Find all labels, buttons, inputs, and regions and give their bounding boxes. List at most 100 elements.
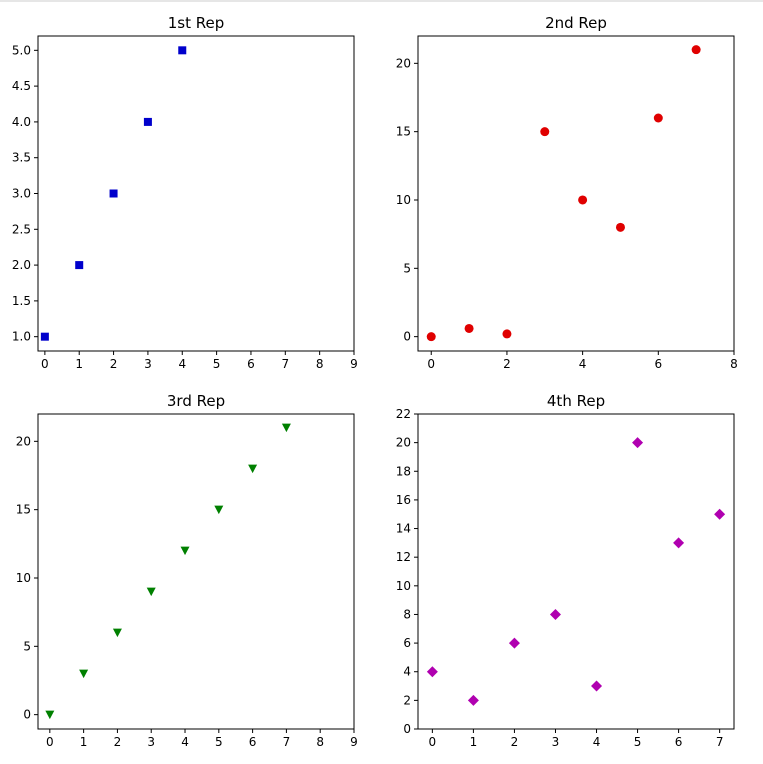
x-tick-label: 3 xyxy=(552,735,560,749)
x-tick-label: 2 xyxy=(511,735,519,749)
x-tick-label: 9 xyxy=(350,735,358,749)
data-point xyxy=(714,508,726,520)
data-point xyxy=(464,323,474,333)
x-tick-label: 8 xyxy=(730,357,738,371)
data-point xyxy=(112,628,122,638)
x-tick-label: 5 xyxy=(634,735,642,749)
data-point xyxy=(281,423,291,433)
y-tick-label: 10 xyxy=(396,579,411,593)
x-tick-label: 7 xyxy=(716,735,724,749)
x-tick-label: 0 xyxy=(46,735,54,749)
x-tick-label: 1 xyxy=(470,735,478,749)
data-point xyxy=(578,195,588,205)
x-tick-label: 0 xyxy=(429,735,437,749)
y-tick-label: 5.0 xyxy=(12,43,31,57)
window-top-bar xyxy=(0,0,763,2)
x-tick-label: 0 xyxy=(427,357,435,371)
x-tick-label: 4 xyxy=(593,735,601,749)
data-point xyxy=(540,127,550,137)
data-point xyxy=(591,680,603,692)
x-tick-label: 2 xyxy=(110,357,118,371)
data-point xyxy=(549,608,561,620)
subplot-1st-rep: 1st Rep 0 1 2 3 4 5 6 7 8 9 1.0 1.5 2.0 2.5 3.0 3.5 4.0 4… xyxy=(12,14,358,371)
x-tick-label: 8 xyxy=(316,735,324,749)
y-tick-label: 0 xyxy=(23,708,31,722)
x-tick-label: 1 xyxy=(75,357,83,371)
data-point xyxy=(178,46,187,55)
data-point xyxy=(143,117,152,126)
x-tick-label: 2 xyxy=(503,357,511,371)
data-point xyxy=(691,45,701,55)
data-point xyxy=(502,329,512,339)
y-tick-label: 3.0 xyxy=(12,187,31,201)
y-tick-label: 18 xyxy=(396,464,411,478)
x-tick-label: 7 xyxy=(283,735,291,749)
y-tick-label: 6 xyxy=(403,636,411,650)
data-point xyxy=(615,222,625,232)
x-tick-label: 0 xyxy=(41,357,49,371)
x-tick-label: 1 xyxy=(80,735,88,749)
data-point xyxy=(40,332,49,341)
x-tick-label: 3 xyxy=(144,357,152,371)
y-tick-label: 5 xyxy=(23,639,31,653)
subplot-title: 2nd Rep xyxy=(545,14,607,32)
data-point xyxy=(146,587,156,597)
y-tick-label: 20 xyxy=(396,56,411,70)
data-point xyxy=(508,637,520,649)
y-tick-label: 4.0 xyxy=(12,115,31,129)
x-tick-label: 3 xyxy=(147,735,155,749)
data-point xyxy=(673,537,685,549)
data-point xyxy=(45,710,55,720)
x-tick-label: 5 xyxy=(213,357,221,371)
data-point xyxy=(467,694,479,706)
y-tick-label: 2.5 xyxy=(12,222,31,236)
x-tick-label: 4 xyxy=(579,357,587,371)
y-tick-label: 12 xyxy=(396,550,411,564)
x-tick-label: 6 xyxy=(249,735,257,749)
y-tick-label: 15 xyxy=(396,125,411,139)
data-point xyxy=(426,666,438,678)
axes-frame xyxy=(37,35,355,352)
data-point xyxy=(214,505,224,515)
subplot-title: 1st Rep xyxy=(168,14,225,32)
subplot-title: 4th Rep xyxy=(547,392,605,410)
y-tick-label: 3.5 xyxy=(12,151,31,165)
data-point xyxy=(632,437,644,449)
axes-frame xyxy=(417,413,735,730)
y-tick-label: 16 xyxy=(396,493,411,507)
x-tick-label: 4 xyxy=(178,357,186,371)
data-point xyxy=(79,669,89,679)
x-tick-label: 2 xyxy=(114,735,122,749)
subplot-2nd-rep: 2nd Rep 0 2 4 6 8 0 5 10 15 20 xyxy=(396,14,738,371)
axes-frame xyxy=(37,413,355,730)
data-point xyxy=(75,261,84,270)
y-tick-label: 20 xyxy=(396,436,411,450)
x-tick-label: 7 xyxy=(281,357,289,371)
y-tick-label: 10 xyxy=(396,193,411,207)
y-tick-label: 4.5 xyxy=(12,79,31,93)
axes-frame xyxy=(417,35,735,352)
y-tick-label: 4 xyxy=(403,665,411,679)
data-point xyxy=(248,464,258,474)
y-tick-label: 1.0 xyxy=(12,330,31,344)
y-tick-label: 2.0 xyxy=(12,258,31,272)
y-tick-label: 20 xyxy=(16,434,31,448)
y-tick-label: 1.5 xyxy=(12,294,31,308)
y-tick-label: 8 xyxy=(403,607,411,621)
x-tick-label: 9 xyxy=(350,357,358,371)
subplot-title: 3rd Rep xyxy=(167,392,225,410)
x-tick-label: 6 xyxy=(654,357,662,371)
y-tick-label: 0 xyxy=(403,330,411,344)
subplot-3rd-rep: 3rd Rep 0 1 2 3 4 5 6 7 8 9 0 5 10 15 20 xyxy=(16,392,358,749)
data-point xyxy=(180,546,190,556)
data-point xyxy=(426,332,436,342)
x-tick-label: 4 xyxy=(181,735,189,749)
x-tick-label: 6 xyxy=(675,735,683,749)
y-tick-label: 2 xyxy=(403,693,411,707)
y-tick-label: 10 xyxy=(16,571,31,585)
x-tick-label: 6 xyxy=(247,357,255,371)
x-tick-label: 8 xyxy=(316,357,324,371)
y-tick-label: 14 xyxy=(396,522,411,536)
